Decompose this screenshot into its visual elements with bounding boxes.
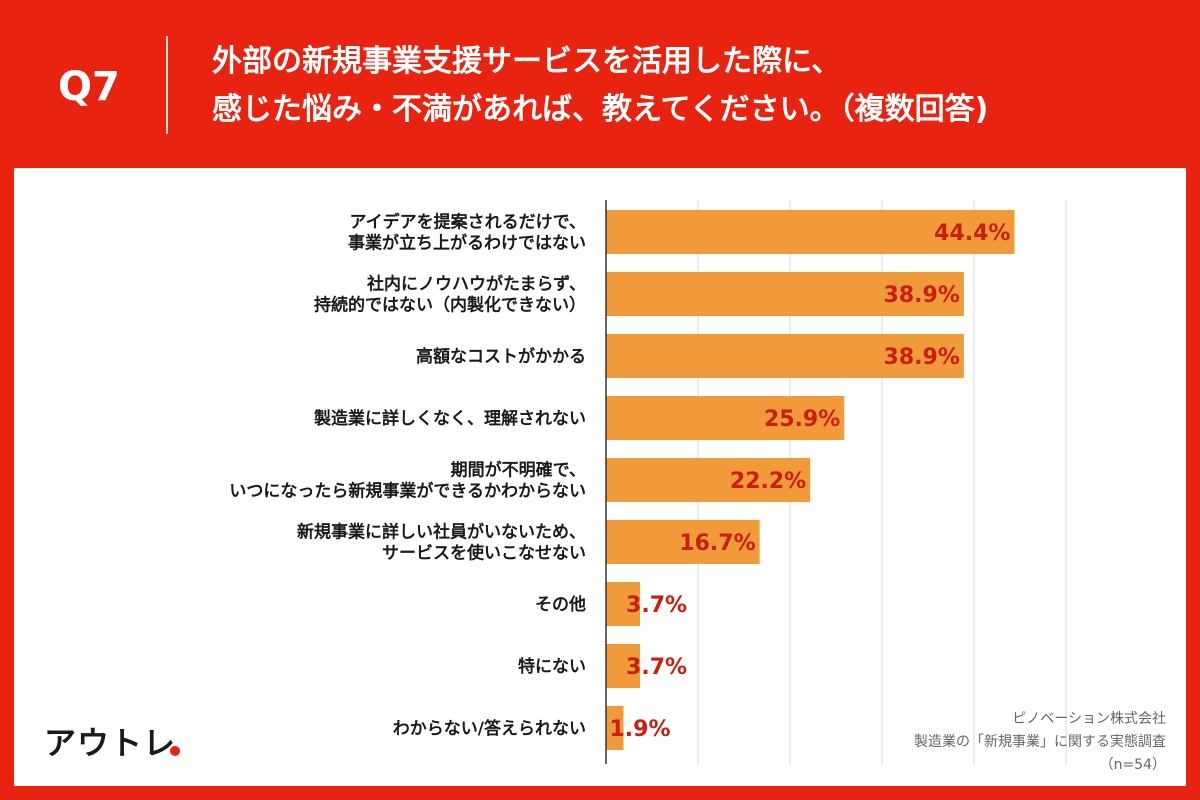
value-label: 38.9%	[884, 345, 960, 370]
category-label: いつになったら新規事業ができるかわからない	[229, 481, 586, 502]
category-label: 特にない	[518, 656, 586, 677]
value-label: 1.9%	[609, 717, 670, 742]
bar	[606, 272, 964, 316]
bar	[606, 644, 641, 688]
value-label: 38.9%	[884, 283, 960, 308]
value-label: 25.9%	[764, 407, 840, 432]
bar	[606, 334, 964, 378]
category-label: 持続的ではない（内製化できない）	[314, 295, 586, 316]
chart-panel: 44.4% アイデアを提案されるだけで、 事業が立ち上がるわけではない 38.9% 社内…	[14, 168, 1186, 786]
category-label: 新規事業に詳しい社員がいないため、	[297, 522, 586, 543]
question-line-1: 外部の新規事業支援サービスを活用した際に、	[212, 44, 842, 79]
source-company: ピノベーション株式会社	[1012, 711, 1166, 727]
value-label: 22.2%	[730, 469, 806, 494]
category-label: 高額なコストがかかる	[416, 346, 586, 367]
category-label: 製造業に詳しくなく、理解されない	[313, 408, 586, 429]
bar	[606, 520, 760, 564]
category-label: アイデアを提案されるだけで、	[350, 212, 586, 233]
source-note: ピノベーション株式会社 製造業の「新規事業」に関する実態調査 （n=54）	[746, 708, 1166, 777]
category-label: 事業が立ち上がるわけではない	[348, 233, 586, 254]
header-divider	[166, 36, 168, 134]
brand-logo: アウトレ	[44, 724, 177, 762]
category-label: サービスを使いこなせない	[382, 543, 586, 564]
category-label: わからない/答えられない	[393, 718, 586, 739]
category-label: 社内にノウハウがたまらず、	[366, 274, 586, 295]
bar	[606, 582, 641, 626]
bar-chart: 44.4% アイデアを提案されるだけで、事業が立ち上がるわけではない 38.9% 社内…	[229, 200, 1067, 764]
bar	[606, 210, 1015, 254]
value-label: 3.7%	[626, 655, 687, 680]
value-label: 3.7%	[626, 593, 687, 618]
question-number: Q7	[58, 64, 120, 110]
bar	[606, 458, 811, 502]
category-label: 期間が不明確で、	[451, 460, 586, 481]
source-survey: 製造業の「新規事業」に関する実態調査	[914, 734, 1166, 750]
source-sample: （n=54）	[1099, 757, 1166, 773]
value-label: 16.7%	[679, 531, 755, 556]
value-label: 44.4%	[934, 221, 1010, 246]
question-line-2: 感じた悩み・不満があれば、教えてください。（複数回答)	[212, 92, 989, 127]
category-label: その他	[535, 594, 586, 615]
brand-dot	[170, 746, 180, 756]
bar	[606, 706, 624, 750]
question-text: 外部の新規事業支援サービスを活用した際に、 感じた悩み・不満があれば、教えてくだ…	[212, 38, 988, 134]
header: Q7 外部の新規事業支援サービスを活用した際に、 感じた悩み・不満があれば、教え…	[0, 0, 1200, 168]
bar	[606, 396, 845, 440]
